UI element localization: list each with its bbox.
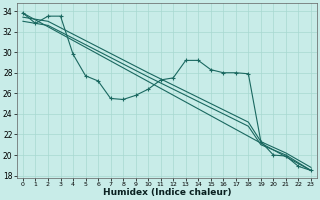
X-axis label: Humidex (Indice chaleur): Humidex (Indice chaleur) [103,188,231,197]
